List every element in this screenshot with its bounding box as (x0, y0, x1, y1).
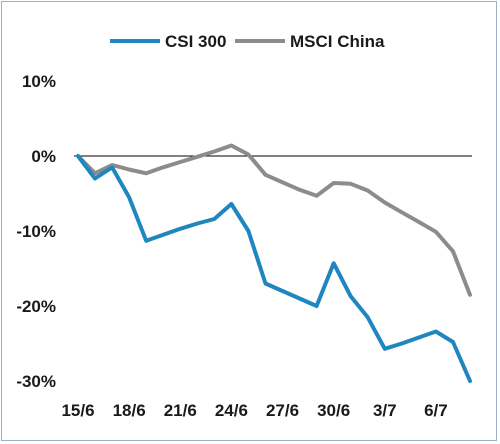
series-lines (76, 143, 472, 383)
data-point-msci-china (230, 144, 233, 147)
x-tick-label: 18/6 (113, 401, 146, 420)
data-point-csi-300 (468, 379, 472, 383)
y-tick-label: 0% (31, 147, 56, 166)
x-axis: 15/6 18/6 21/6 24/6 27/6 30/6 3/7 6/7 (61, 401, 447, 420)
data-point-csi-300 (76, 154, 80, 158)
data-point-csi-300 (451, 340, 455, 344)
data-point-msci-china (281, 180, 284, 184)
data-point-csi-300 (144, 239, 148, 243)
series-line-msci-china (76, 143, 472, 297)
series-points (76, 144, 472, 383)
data-point-msci-china (93, 171, 97, 175)
data-point-msci-china (383, 201, 387, 204)
data-point-msci-china (434, 230, 438, 234)
data-point-csi-300 (127, 195, 131, 199)
data-point-csi-300 (315, 304, 318, 308)
data-point-msci-china (298, 188, 301, 192)
data-point-csi-300 (161, 233, 165, 237)
series-line-csi-300 (76, 154, 472, 383)
data-point-csi-300 (247, 229, 250, 233)
data-point-msci-china (195, 155, 199, 159)
x-tick-label: 6/7 (424, 401, 448, 420)
data-point-msci-china (451, 249, 455, 253)
data-point-msci-china (110, 163, 114, 167)
y-tick-label: 10% (22, 72, 56, 91)
data-point-csi-300 (298, 297, 301, 300)
data-point-csi-300 (434, 330, 438, 333)
x-tick-label: 24/6 (215, 401, 248, 420)
data-point-msci-china (366, 189, 370, 192)
data-point-msci-china (315, 194, 318, 198)
data-point-csi-300 (349, 294, 353, 298)
data-point-csi-300 (383, 347, 387, 351)
legend-label-csi300: CSI 300 (165, 32, 226, 51)
y-axis: 10% 0% -10% -20% -30% (16, 72, 56, 391)
data-point-csi-300 (93, 177, 97, 180)
legend-label-msci-china: MSCI China (290, 32, 385, 51)
data-point-csi-300 (110, 165, 114, 169)
data-point-csi-300 (281, 289, 284, 293)
x-tick-label: 15/6 (61, 401, 94, 420)
data-point-msci-china (417, 220, 421, 224)
data-point-csi-300 (230, 202, 233, 206)
data-point-csi-300 (417, 336, 421, 339)
legend: CSI 300 MSCI China (110, 32, 385, 51)
data-point-csi-300 (332, 261, 336, 265)
data-point-msci-china (349, 182, 353, 186)
data-point-msci-china (468, 293, 472, 297)
x-tick-label: 21/6 (164, 401, 197, 420)
data-point-msci-china (127, 168, 131, 171)
y-tick-label: -30% (16, 372, 56, 391)
y-tick-label: -10% (16, 222, 56, 241)
data-point-msci-china (332, 181, 336, 185)
data-point-csi-300 (264, 282, 267, 285)
data-point-msci-china (144, 171, 148, 175)
data-point-msci-china (264, 173, 267, 177)
data-point-msci-china (247, 153, 250, 156)
x-tick-label: 30/6 (317, 401, 350, 420)
y-tick-label: -20% (16, 297, 56, 316)
data-point-csi-300 (195, 222, 199, 225)
data-point-msci-china (400, 210, 404, 214)
data-point-csi-300 (178, 227, 182, 231)
data-point-csi-300 (212, 217, 216, 221)
data-point-msci-china (161, 165, 165, 169)
data-point-msci-china (212, 150, 216, 153)
data-point-csi-300 (400, 342, 404, 345)
x-tick-label: 27/6 (266, 401, 299, 420)
data-point-msci-china (178, 160, 182, 164)
data-point-csi-300 (366, 315, 370, 319)
x-tick-label: 3/7 (373, 401, 397, 420)
